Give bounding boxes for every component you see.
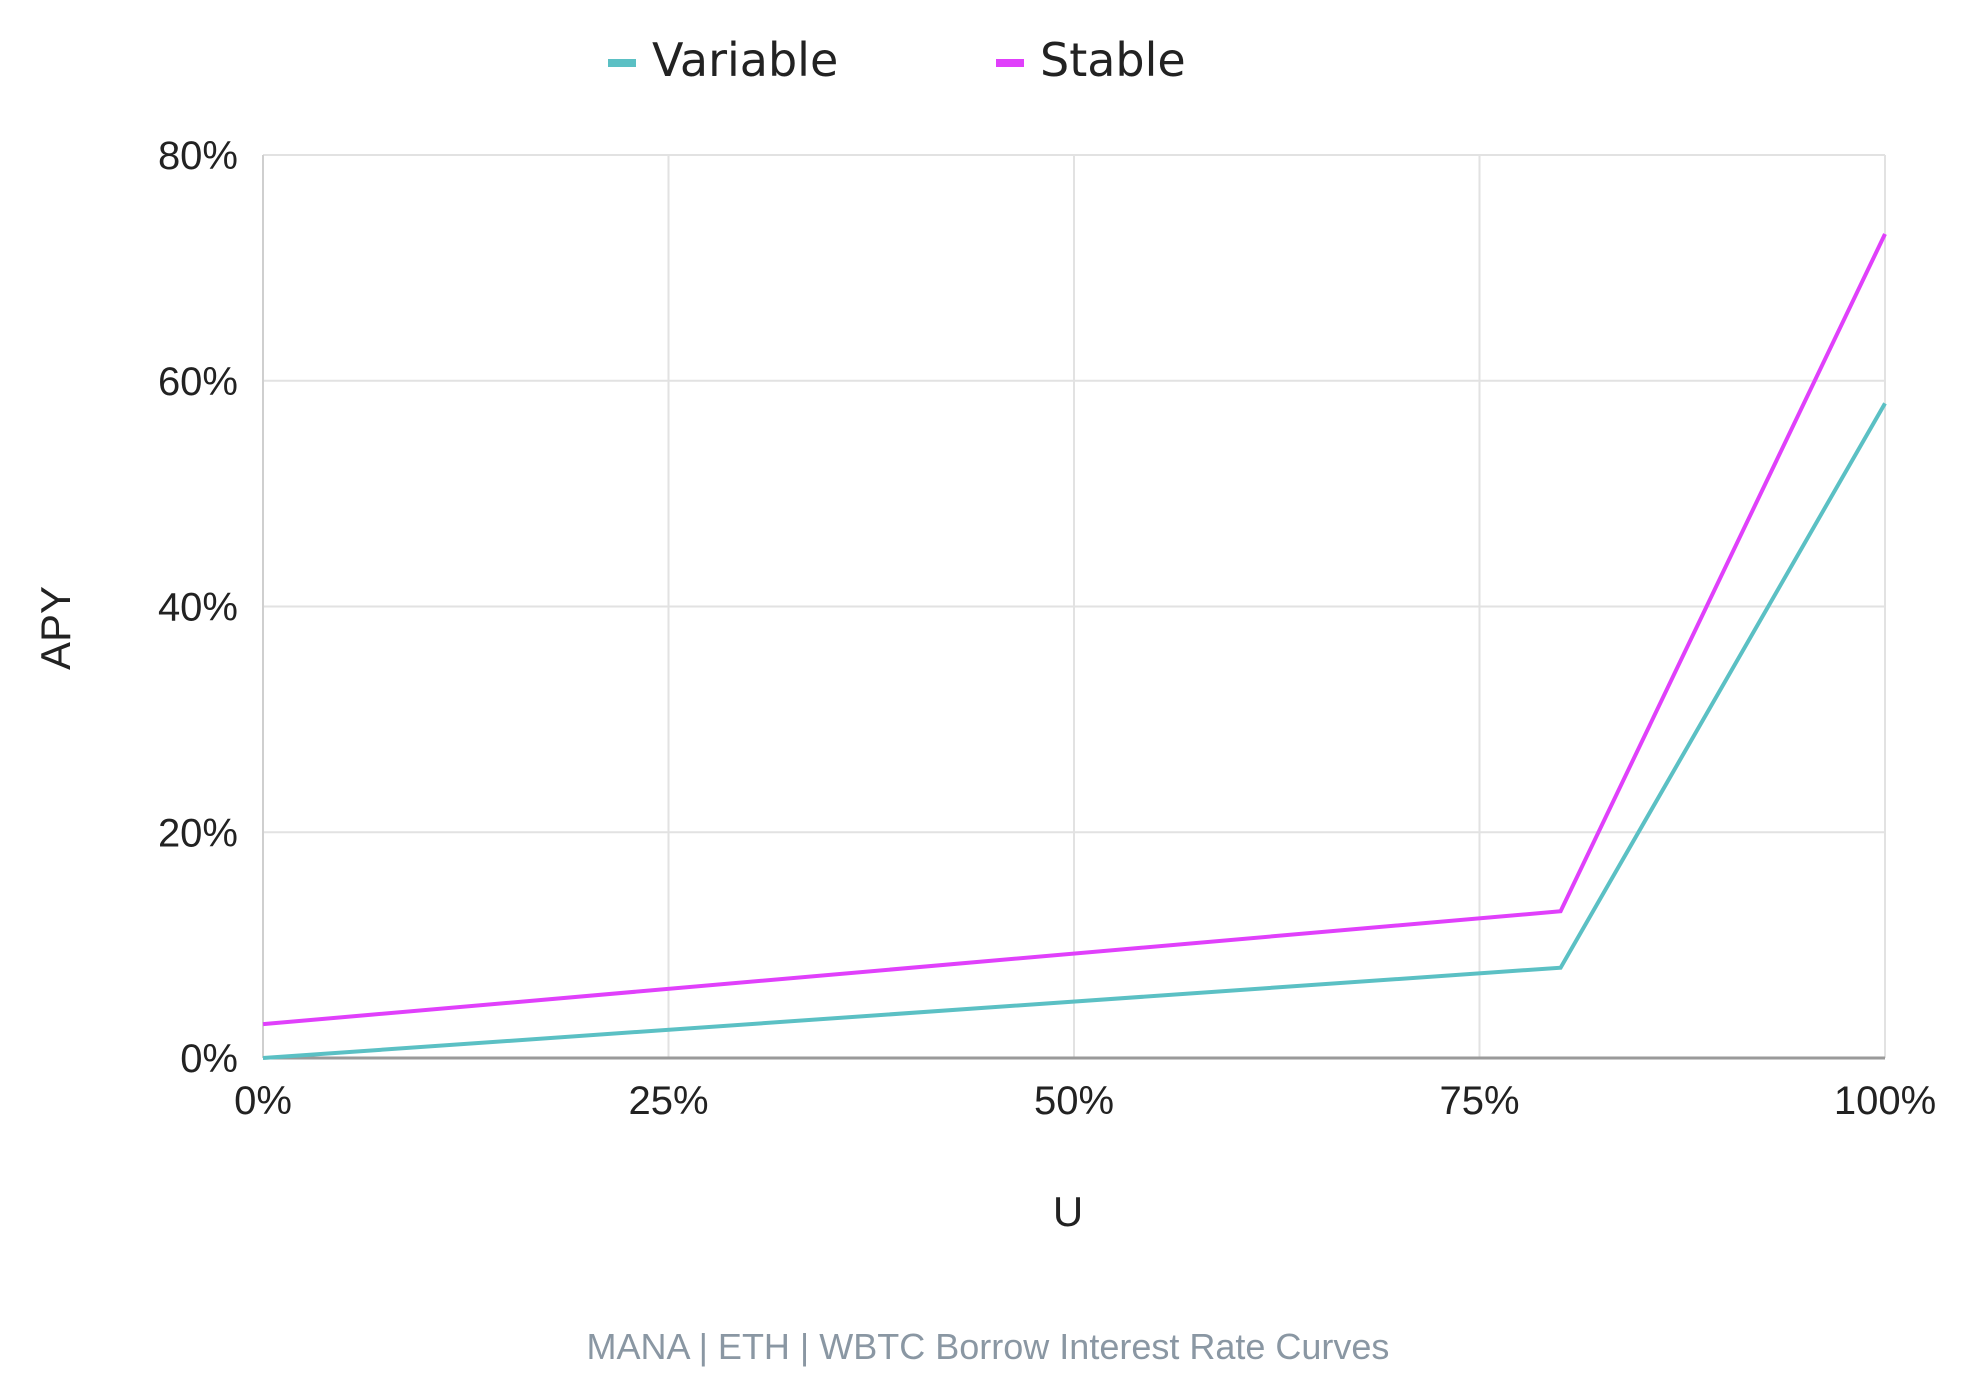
series-line-variable bbox=[262, 402, 1887, 1060]
legend-swatch-variable bbox=[608, 59, 636, 67]
series-line-stable bbox=[262, 233, 1887, 1027]
chart-caption: MANA | ETH | WBTC Borrow Interest Rate C… bbox=[586, 1326, 1390, 1367]
y-tick-label: 80% bbox=[158, 134, 238, 178]
legend: Variable Stable bbox=[608, 33, 1186, 87]
grid-lines bbox=[263, 154, 1886, 1058]
tick-labels: 0% 20% 40% 60% 80% 0% 25% 50% 75% 100% bbox=[158, 134, 1936, 1123]
x-tick-label: 25% bbox=[628, 1079, 708, 1123]
axes bbox=[262, 155, 1885, 1060]
y-tick-label: 40% bbox=[158, 586, 238, 630]
x-tick-label: 100% bbox=[1834, 1079, 1936, 1123]
x-tick-label: 75% bbox=[1439, 1079, 1519, 1123]
series-lines bbox=[262, 233, 1887, 1060]
x-tick-label: 50% bbox=[1034, 1079, 1114, 1123]
legend-swatch-stable bbox=[996, 59, 1024, 67]
y-tick-label: 0% bbox=[180, 1037, 238, 1081]
legend-label-stable: Stable bbox=[1040, 33, 1186, 87]
x-tick-label: 0% bbox=[234, 1079, 292, 1123]
y-tick-label: 60% bbox=[158, 360, 238, 404]
x-axis-label: U bbox=[1053, 1188, 1083, 1235]
y-tick-label: 20% bbox=[158, 811, 238, 855]
y-axis-label: APY bbox=[32, 586, 79, 670]
legend-label-variable: Variable bbox=[652, 33, 838, 87]
